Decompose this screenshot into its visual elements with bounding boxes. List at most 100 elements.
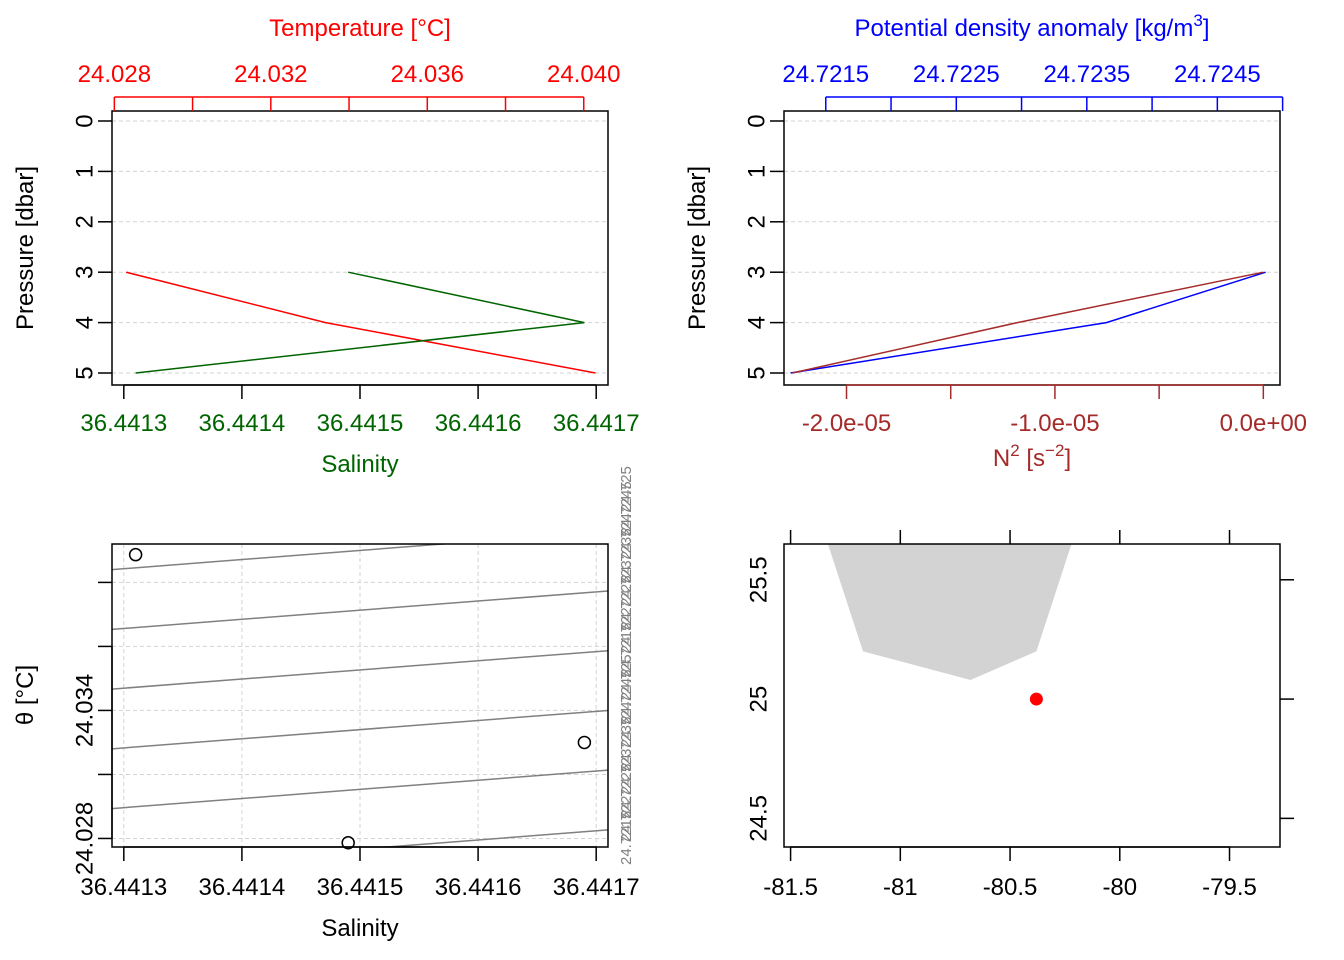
density-n2-profile: 0 1 2 3 4 5 24.7215 24.7225 24.7235 24.7245 -2.0… — [684, 11, 1307, 472]
p2-n2-label-mid: [s — [1020, 445, 1045, 472]
p1-bottom-tick-label-2: 36.4415 — [317, 410, 404, 437]
p3-xtick-label-3: 36.4416 — [435, 874, 522, 901]
p1-top-tick-label-2: 24.036 — [391, 61, 464, 88]
p2-frame — [783, 110, 1281, 386]
p2-ytick-label-1: 1 — [743, 165, 770, 178]
p1-top-tick-label-1: 24.032 — [234, 61, 307, 88]
p2-n2-label-sup2: −2 — [1045, 441, 1064, 460]
p1-bottom-tick-label-1: 36.4414 — [199, 410, 286, 437]
p4-xtick-label-2: -80.5 — [983, 874, 1038, 901]
p4-xtick-label-4: -79.5 — [1202, 874, 1257, 901]
p1-ytick-label-3: 3 — [71, 266, 98, 279]
p1-top-tick-label-0: 24.028 — [78, 61, 151, 88]
isopycnal-label-11: 24.723 — [618, 560, 635, 606]
p1-bottom-tick-label-0: 36.4413 — [80, 410, 167, 437]
p3-salinity-label: Salinity — [321, 915, 398, 942]
p1-ytick-label-0: 0 — [71, 114, 98, 127]
temperature-line — [125, 271, 596, 374]
p2-density-label-end: ] — [1203, 15, 1210, 42]
station-map: -81.5 -81 -80.5 -80 -79.5 24.5 25 25.5 — [745, 530, 1294, 901]
p2-n2-label-main: N — [993, 445, 1010, 472]
p4-longitude-axis: -81.5 -81 -80.5 -80 -79.5 — [763, 846, 1257, 901]
p2-bottom-tick-label-0: -2.0e-05 — [802, 410, 891, 437]
density-line — [790, 271, 1266, 374]
isopycnal-label-0: 24.7215 — [618, 811, 635, 865]
p4-ytick-label-0: 24.5 — [745, 795, 772, 842]
p1-temperature-label: Temperature [°C] — [269, 15, 451, 42]
p2-density-label: Potential density anomaly [kg/m3] — [855, 11, 1210, 42]
isopycnal-label-7: 24.725 — [618, 654, 635, 700]
p1-top-tick-label-3: 24.040 — [547, 61, 620, 88]
isopycnal-label-3: 24.723 — [618, 749, 635, 795]
p2-top-tick-label-3: 24.7245 — [1174, 61, 1261, 88]
p3-ytick-label-0: 24.028 — [71, 802, 98, 875]
station-marker — [1029, 692, 1043, 706]
p1-ytick-label-5: 5 — [71, 366, 98, 379]
isopycnal-label-8: 24.7215 — [618, 622, 635, 676]
p3-xtick-label-4: 36.4417 — [553, 874, 640, 901]
p1-ytick-label-4: 4 — [71, 316, 98, 329]
p2-density-label-sup: 3 — [1193, 11, 1202, 30]
p3-ytick-label-1: 24.034 — [71, 674, 98, 747]
isopycnal-3 — [112, 709, 608, 750]
p1-pressure-axis: 0 1 2 3 4 5 — [71, 114, 112, 380]
coastline-land — [827, 544, 1072, 680]
p1-temperature-axis: 24.028 24.032 24.036 24.040 — [78, 61, 620, 111]
p2-top-tick-label-1: 24.7225 — [913, 61, 1000, 88]
p3-theta-axis: 24.028 24.034 — [71, 581, 113, 875]
p4-station — [1029, 692, 1043, 706]
p2-ytick-label-4: 4 — [743, 316, 770, 329]
isopycnal-label-6: 24.7245 — [618, 670, 635, 724]
ts-point-0 — [128, 547, 143, 562]
salinity-line — [135, 271, 585, 374]
p3-xtick-label-0: 36.4413 — [80, 874, 167, 901]
p4-land — [827, 544, 1072, 680]
ts-point-1 — [577, 735, 592, 750]
p3-grid — [112, 544, 608, 847]
p1-series — [125, 271, 596, 374]
p2-grid — [784, 120, 1280, 374]
isopycnal-0 — [112, 544, 453, 571]
p4-right-ticks — [1280, 579, 1294, 820]
p1-grid — [112, 120, 608, 374]
p4-xtick-label-3: -80 — [1102, 874, 1137, 901]
p2-n2-label: N2 [s−2] — [993, 441, 1071, 472]
p2-n2-axis: -2.0e-05 -1.0e-05 0.0e+00 — [802, 384, 1307, 437]
isopycnal-label-15: 24.725 — [618, 466, 635, 512]
p1-salinity-label: Salinity — [321, 451, 398, 478]
p2-density-label-main: Potential density anomaly [kg/m — [855, 15, 1194, 42]
isopycnal-label-4: 24.7235 — [618, 717, 635, 771]
isopycnal-label-12: 24.7235 — [618, 528, 635, 582]
p3-points — [128, 547, 592, 850]
p2-bottom-tick-label-2: 0.0e+00 — [1220, 410, 1307, 437]
p3-xtick-label-1: 36.4414 — [199, 874, 286, 901]
p3-theta-label: θ [°C] — [12, 665, 39, 725]
p3-xtick-label-2: 36.4415 — [317, 874, 404, 901]
p4-ytick-label-1: 25 — [745, 686, 772, 713]
ts-diagram: 24.721524.72224.722524.72324.723524.7242… — [12, 466, 640, 960]
p2-ytick-label-5: 5 — [743, 366, 770, 379]
isopycnal-4 — [112, 769, 608, 810]
p1-pressure-label: Pressure [dbar] — [12, 166, 39, 330]
p2-series — [790, 271, 1266, 374]
isopycnal-label-1: 24.722 — [618, 796, 635, 842]
isopycnal-label-10: 24.7225 — [618, 575, 635, 629]
p3-isopycnal-labels: 24.721524.72224.722524.72324.723524.7242… — [618, 466, 635, 865]
p1-bottom-tick-label-3: 36.4416 — [435, 410, 522, 437]
isopycnal-label-5: 24.724 — [618, 701, 635, 747]
p2-ytick-label-2: 2 — [743, 215, 770, 228]
p2-ytick-label-0: 0 — [743, 114, 770, 127]
isopycnal-2 — [112, 649, 608, 690]
isopycnal-label-14: 24.7245 — [618, 481, 635, 535]
p2-top-tick-label-0: 24.7215 — [782, 61, 869, 88]
ts-point-2 — [341, 835, 355, 850]
p3-salinity-axis: 36.4413 36.4414 36.4415 36.4416 36.4417 — [80, 846, 640, 901]
isopycnal-5 — [377, 829, 608, 847]
p4-xtick-label-0: -81.5 — [763, 874, 818, 901]
isopycnal-7 — [112, 949, 608, 960]
p1-frame — [111, 110, 609, 386]
p4-latitude-axis: 24.5 25 25.5 — [745, 556, 772, 841]
p1-ytick-label-2: 2 — [71, 215, 98, 228]
